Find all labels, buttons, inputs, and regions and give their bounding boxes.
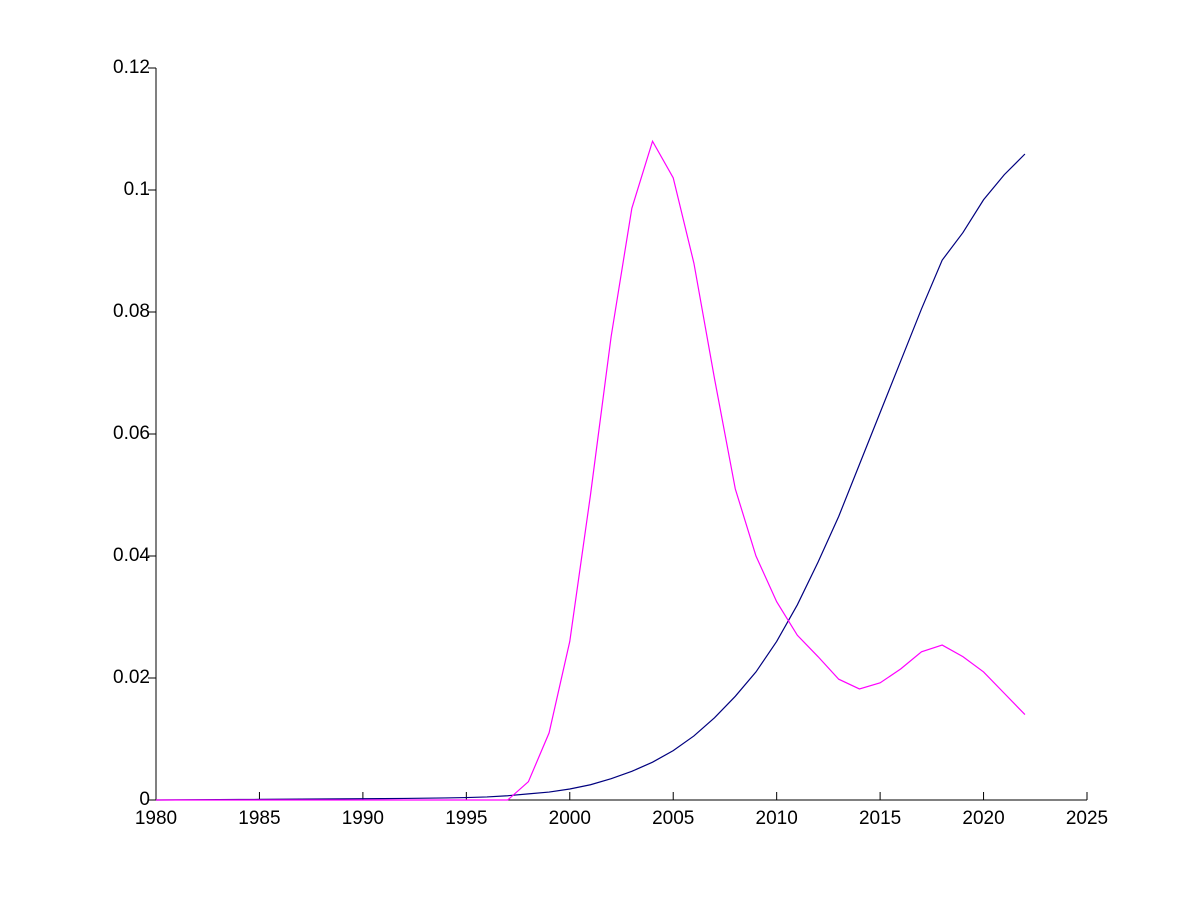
x-tick-label: 2015 <box>859 808 901 829</box>
x-tick-label: 2020 <box>962 808 1004 829</box>
x-tick-label: 2025 <box>1066 808 1108 829</box>
x-tick-label: 2010 <box>756 808 798 829</box>
x-tick-label: 2005 <box>652 808 694 829</box>
x-tick-label: 1985 <box>238 808 280 829</box>
x-tick-label: 1995 <box>445 808 487 829</box>
y-tick-label: 0.08 <box>113 301 150 322</box>
y-tick-label: 0.04 <box>113 545 150 566</box>
y-tick-label: 0 <box>139 789 150 810</box>
series-line <box>155 153 1026 801</box>
y-tick-label: 0.1 <box>124 179 150 200</box>
x-tick-label: 1990 <box>342 808 384 829</box>
y-tick-label: 0.02 <box>113 667 150 688</box>
series-line <box>156 139 1026 801</box>
x-tick-label: 1980 <box>135 808 177 829</box>
y-tick-label: 0.06 <box>113 423 150 444</box>
y-tick-label: 0.12 <box>113 57 150 78</box>
x-tick-label: 2000 <box>549 808 591 829</box>
